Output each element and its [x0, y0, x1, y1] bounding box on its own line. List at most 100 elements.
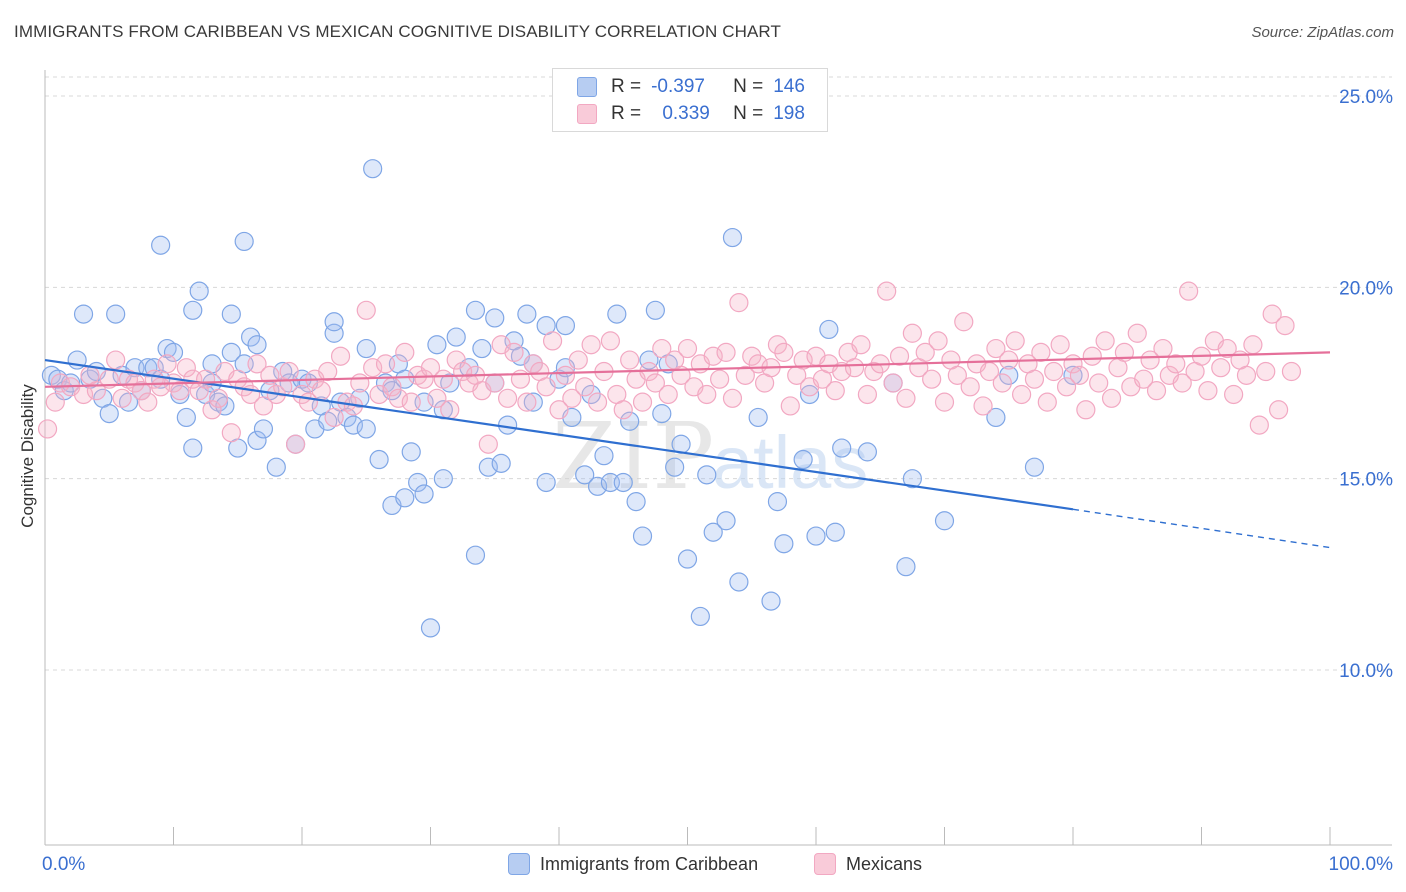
caribbean-point	[857, 442, 878, 462]
mexican-point	[587, 392, 608, 412]
legend-row-caribbean: R = -0.397 N = 146	[577, 75, 805, 99]
caribbean-point	[620, 411, 640, 431]
mexican-point	[1089, 373, 1109, 393]
caribbean-point	[183, 300, 203, 320]
caribbean-point	[485, 308, 505, 328]
mexican-point	[311, 381, 331, 401]
mexican-point	[947, 365, 967, 385]
mexican-point	[1140, 350, 1160, 370]
mexican-point	[703, 346, 723, 366]
mexican-point	[960, 377, 980, 397]
caribbean-point	[401, 442, 421, 462]
caribbean-swatch	[577, 77, 597, 97]
mexican-point	[844, 358, 865, 378]
caribbean-point	[420, 618, 441, 638]
caribbean-point	[581, 384, 601, 405]
mexican-point	[401, 392, 421, 412]
caribbean-legend-swatch	[508, 853, 530, 875]
n-value: 198	[773, 103, 805, 124]
mexican-point	[517, 392, 537, 412]
mexican-point	[427, 388, 447, 408]
mexican-point	[652, 338, 672, 359]
mexican-point	[1224, 384, 1244, 405]
mexican-point	[1179, 281, 1199, 301]
caribbean-point	[356, 419, 376, 439]
mexican-point	[645, 373, 665, 393]
mexican-point	[279, 361, 299, 382]
caribbean-point	[498, 415, 518, 435]
caribbean-point	[575, 465, 595, 485]
y-tick-labels: 10.0% 15.0% 20.0% 25.0%	[1339, 87, 1393, 682]
mexican-point	[1262, 304, 1282, 324]
caribbean-point	[934, 511, 955, 531]
mexican-point	[1127, 323, 1147, 343]
n-value: 146	[773, 76, 805, 97]
mexican-point	[1095, 331, 1115, 351]
caribbean-point	[343, 415, 363, 435]
mexican-point	[176, 358, 196, 378]
caribbean-point	[722, 227, 743, 248]
mexican-point	[915, 342, 935, 362]
mexican-point	[549, 400, 569, 420]
mexican-point	[928, 331, 948, 351]
caribbean-point	[594, 446, 614, 466]
mexican-point	[722, 388, 743, 408]
mexican-point	[575, 377, 595, 397]
mexican-points	[37, 281, 1302, 454]
mexican-point	[992, 373, 1012, 393]
caribbean-trend-line	[44, 358, 1074, 511]
mexican-point	[1281, 361, 1302, 382]
legend-row-mexicans: R = 0.339 N = 198	[577, 102, 805, 126]
caribbean-point	[446, 327, 466, 347]
mexican-point	[208, 388, 229, 408]
caribbean-point	[472, 338, 492, 359]
mexican-point	[710, 369, 730, 389]
caribbean-point	[176, 407, 196, 428]
caribbean-point	[639, 350, 659, 370]
caribbean-point	[324, 312, 344, 332]
caribbean-point	[1063, 365, 1083, 385]
caribbean-point	[632, 526, 653, 546]
mexican-point	[138, 392, 158, 412]
mexican-point	[1037, 392, 1057, 412]
mexican-point	[202, 400, 222, 420]
mexican-point	[832, 361, 852, 382]
watermark-zip: ZIP	[552, 403, 714, 510]
mexican-point	[1005, 331, 1025, 351]
mexican-point	[375, 354, 396, 374]
caribbean-point	[645, 300, 665, 320]
mexican-point	[37, 419, 58, 439]
mexican-point	[1172, 373, 1192, 393]
mexican-point	[536, 377, 556, 397]
caribbean-point	[369, 449, 389, 470]
legend-label: Mexicans	[846, 853, 923, 874]
legend-item-mexicans[interactable]: Mexicans	[814, 852, 922, 876]
caribbean-point	[999, 365, 1019, 385]
caribbean-point	[414, 484, 434, 504]
mexican-point	[478, 434, 498, 454]
caribbean-point	[825, 522, 845, 542]
x-tick-label: 100.0%	[1329, 854, 1394, 875]
caribbean-point	[832, 438, 852, 458]
x-tick-label: 0.0%	[42, 854, 85, 875]
caribbean-point	[697, 465, 717, 485]
caribbean-point	[703, 522, 723, 542]
caribbean-point	[183, 438, 203, 458]
mexican-point	[330, 346, 351, 366]
mexican-point	[1146, 381, 1167, 401]
caribbean-point	[902, 469, 922, 489]
mexican-point	[780, 396, 800, 416]
mexican-point	[1217, 338, 1237, 359]
mexican-point	[825, 381, 845, 401]
mexican-point	[1275, 316, 1295, 336]
legend-item-caribbean[interactable]: Immigrants from Caribbean	[508, 852, 758, 876]
chart-title: IMMIGRANTS FROM CARIBBEAN VS MEXICAN COG…	[14, 22, 781, 41]
mexican-point	[735, 365, 755, 385]
caribbean-point	[613, 472, 633, 493]
mexican-point	[414, 369, 434, 389]
mexican-point	[1166, 354, 1186, 374]
axes	[44, 70, 1392, 846]
mexican-point	[196, 369, 216, 389]
mexican-point	[568, 350, 588, 370]
